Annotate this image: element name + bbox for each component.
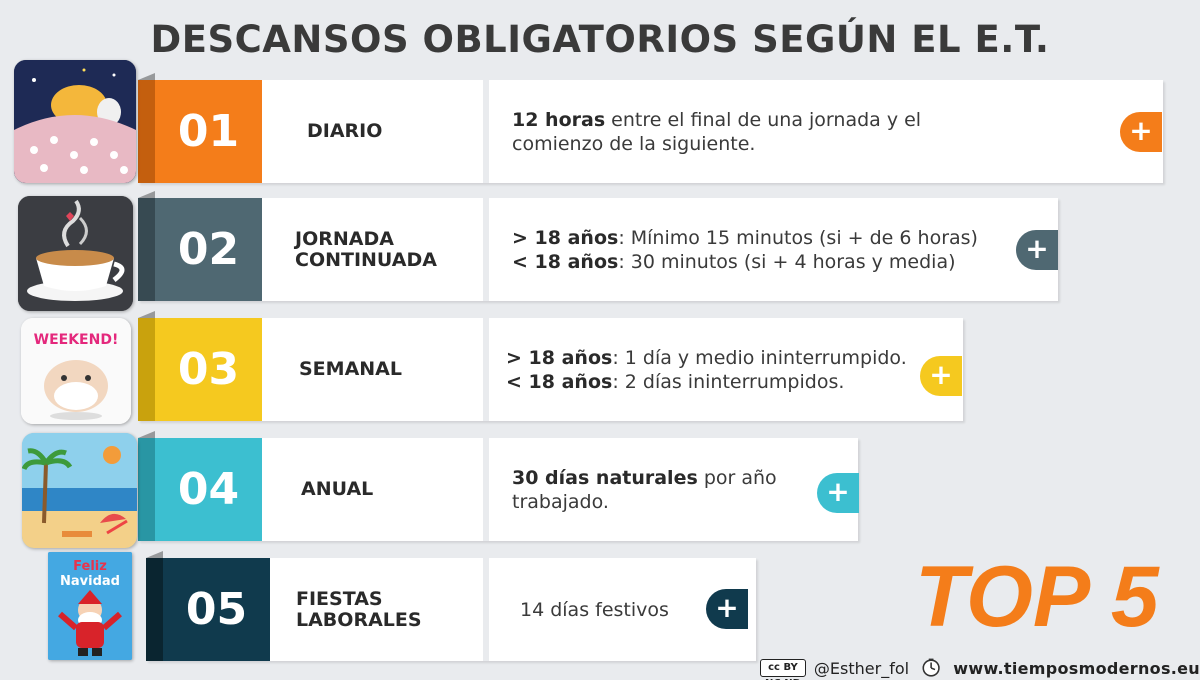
rest-row-fiestas-laborales: 05 FIESTAS LABORALES 14 días festivos + [0, 551, 1200, 661]
author-handle: @Esther_fol [813, 658, 910, 678]
row-description: 12 horas entre el final de una jornada y… [512, 108, 922, 155]
rest-row-jornada-continuada: 02 JORNADA CONTINUADA > 18 años: Mínimo … [0, 191, 1200, 301]
row-bar [138, 80, 1163, 183]
row-number: 04 [155, 438, 262, 541]
row-description: > 18 años: 1 día y medio ininterrumpido.… [506, 346, 907, 393]
top5-label: TOP 5 [915, 549, 1159, 645]
row-number: 01 [155, 80, 262, 183]
cc-license-badge: cc BY NC ND [760, 659, 806, 680]
feliz-text: Feliz [73, 559, 107, 574]
website-link[interactable]: www.tiemposmodernos.eu [953, 658, 1200, 678]
expand-button[interactable]: + [706, 589, 748, 629]
weekend-text: WEEKEND! [34, 332, 119, 348]
clock-icon [922, 658, 940, 677]
row-description: > 18 años: Mínimo 15 minutos (si + de 6 … [512, 226, 978, 273]
santa-claus-image: Feliz Navidad [48, 552, 132, 660]
beach-image [22, 433, 137, 548]
sleeping-bear-image [14, 60, 136, 183]
navidad-text: Navidad [60, 574, 120, 589]
row-number: 02 [155, 198, 262, 301]
row-description: 30 días naturales por año trabajado. [512, 466, 777, 513]
row-label: SEMANAL [299, 358, 402, 380]
rest-row-semanal: 03 SEMANAL > 18 años: 1 día y medio inin… [0, 311, 1200, 421]
expand-button[interactable]: + [817, 473, 859, 513]
expand-button[interactable]: + [920, 356, 962, 396]
row-label: JORNADA CONTINUADA [295, 227, 437, 271]
row-bar [138, 198, 1058, 301]
row-label: ANUAL [301, 478, 374, 500]
expand-button[interactable]: + [1120, 112, 1162, 152]
row-number: 03 [155, 318, 262, 421]
row-description: 14 días festivos [520, 598, 669, 621]
row-label: FIESTAS LABORALES [296, 587, 422, 631]
row-bar [138, 318, 963, 421]
weekend-hamster-image: WEEKEND! [21, 318, 131, 424]
row-label: DIARIO [307, 120, 383, 142]
coffee-cup-image [18, 196, 133, 311]
page-title: DESCANSOS OBLIGATORIOS SEGÚN EL E.T. [150, 18, 1050, 61]
footer: cc BY NC ND @Esther_fol www.tiemposmoder… [760, 656, 1200, 680]
rest-row-diario: 01 DIARIO 12 horas entre el final de una… [0, 73, 1200, 183]
row-number: 05 [163, 558, 270, 661]
expand-button[interactable]: + [1016, 230, 1058, 270]
rest-row-anual: 04 ANUAL 30 días naturales por año traba… [0, 431, 1200, 541]
